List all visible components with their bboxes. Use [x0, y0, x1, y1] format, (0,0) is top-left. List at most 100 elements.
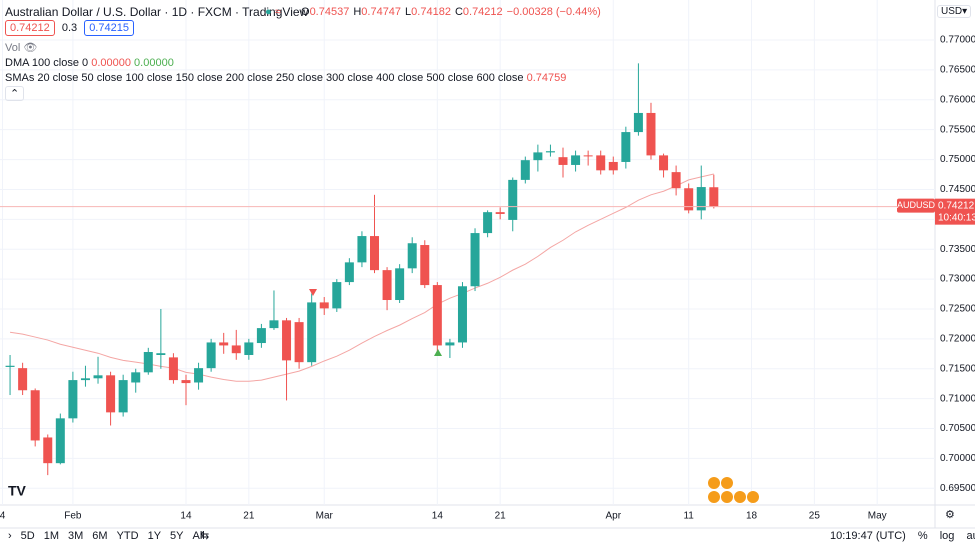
expand[interactable]: › [8, 530, 12, 542]
candle-body [256, 328, 266, 344]
candle-body [646, 112, 656, 156]
candle-body [106, 375, 116, 413]
candle-body [5, 365, 15, 367]
vol: Vol 👁 [5, 42, 38, 54]
smas-label: SMAs 20 close 50 close 100 close 150 clo… [5, 72, 524, 84]
quote-boxes[interactable]: 0.74212 0.3 0.74215 [5, 20, 134, 36]
candle-body [395, 268, 405, 301]
event-icons [708, 477, 759, 503]
x-tick-label: 14 [432, 511, 444, 522]
price-tag [935, 198, 975, 225]
candle-body [244, 342, 254, 355]
y-tick-label: 0.69500 [940, 483, 975, 494]
candle-body [671, 172, 681, 189]
ohlc: O0.74537 H0.74747 L0.74182 C0.74212 −0.00328… [301, 6, 601, 18]
collapse-button[interactable]: ⌃ [5, 86, 25, 101]
x-tick-label: May [868, 511, 887, 522]
smas-value: 0.74759 [526, 72, 567, 84]
auto[interactable]: auto [966, 530, 975, 542]
clock: 10:19:47 (UTC) [830, 530, 906, 542]
log[interactable]: log [939, 530, 955, 542]
percent[interactable]: % [917, 530, 928, 542]
symbol-tag [897, 198, 935, 213]
candle-body [30, 390, 40, 441]
ohlc-key: H [353, 6, 362, 18]
price-tag-label: 0.74212 [938, 200, 975, 211]
x-tick-label: 21 [495, 511, 507, 522]
vol-label: Vol [5, 42, 21, 54]
range-button[interactable]: 5D [20, 530, 35, 542]
candle-body [156, 353, 166, 355]
y-tick-label: 0.77000 [940, 35, 975, 46]
status-dot: ● ≈ [265, 6, 281, 18]
candle-body [633, 112, 643, 133]
y-tick-label: 0.72500 [940, 304, 975, 315]
x-tick-label: 18 [746, 511, 758, 522]
x-tick-label: 11 [683, 511, 694, 522]
y-tick-label: 0.74500 [940, 184, 975, 195]
range-button[interactable]: 1Y [147, 530, 162, 542]
x-tick-label: 25 [809, 511, 821, 522]
candle-body [508, 179, 518, 220]
compare[interactable]: ⇆ [200, 530, 210, 542]
dma: DMA 100 close 0 0.00000 0.00000 [5, 57, 174, 69]
candle-body [143, 352, 153, 373]
y-tick-label: 0.76500 [940, 65, 975, 76]
y-tick-label: 0.71000 [940, 393, 975, 404]
range-button[interactable]: All [192, 530, 205, 542]
y-tick-label: 0.70500 [940, 423, 975, 434]
bid[interactable]: 0.74212 [5, 20, 55, 36]
range-button[interactable]: YTD [116, 530, 139, 542]
candle-body [43, 437, 53, 464]
ohlc-key: L [405, 6, 412, 18]
candle-body [696, 187, 706, 211]
header: Australian Dollar / U.S. Dollar · 1D · F… [5, 5, 308, 19]
candle-body [621, 132, 631, 162]
candle-body [432, 285, 442, 346]
candle-body [269, 320, 279, 329]
candle-body [470, 233, 480, 287]
ask[interactable]: 0.74215 [84, 20, 134, 36]
dma-value: 0.00000 [91, 57, 131, 69]
candle-body [55, 418, 65, 464]
candle-body [168, 357, 178, 381]
logo: TV [8, 483, 27, 499]
ohlc-value: 0.74537 [309, 6, 350, 18]
candle-body [131, 372, 141, 383]
x-tick-label: 4 [0, 511, 6, 522]
candle-body [558, 157, 568, 165]
change: −0.00328 (−0.44%) [506, 6, 601, 18]
candle-body [93, 375, 103, 379]
spread: 0.3 [61, 22, 78, 34]
ohlc-value: 0.74747 [361, 6, 402, 18]
candle-body [282, 320, 292, 361]
y-tick-label: 0.76000 [940, 94, 975, 105]
candle-body [181, 380, 191, 384]
candle-body [571, 155, 581, 165]
range-button[interactable]: 6M [92, 530, 108, 542]
range-button[interactable]: 5Y [170, 530, 184, 542]
candle-body [596, 155, 606, 171]
dma-value: 0.00000 [134, 57, 174, 69]
buy-marker [434, 349, 442, 356]
candle-body [407, 243, 417, 269]
candle-body [382, 270, 392, 301]
candle-body [319, 302, 329, 309]
right-toolbar: 10:19:47 (UTC) % log auto [830, 530, 975, 542]
currency-label: USD [941, 6, 963, 17]
currency[interactable]: USD▾ [937, 5, 972, 18]
ohlc-key: O [301, 6, 310, 18]
countdown-label: 10:40:13 [938, 212, 975, 223]
y-tick-label: 0.75500 [940, 124, 975, 135]
settings[interactable]: ⚙ [945, 509, 955, 521]
candle-body [495, 212, 505, 214]
title: Australian Dollar / U.S. Dollar · 1D · F… [5, 5, 309, 19]
candle-body [219, 342, 229, 346]
x-tick-label: 14 [180, 511, 192, 522]
candle-body [457, 286, 467, 343]
x-tick-label: 21 [243, 511, 255, 522]
range-button[interactable]: 3M [68, 530, 84, 542]
candle-body [18, 368, 28, 391]
range-button[interactable]: 1M [43, 530, 60, 542]
